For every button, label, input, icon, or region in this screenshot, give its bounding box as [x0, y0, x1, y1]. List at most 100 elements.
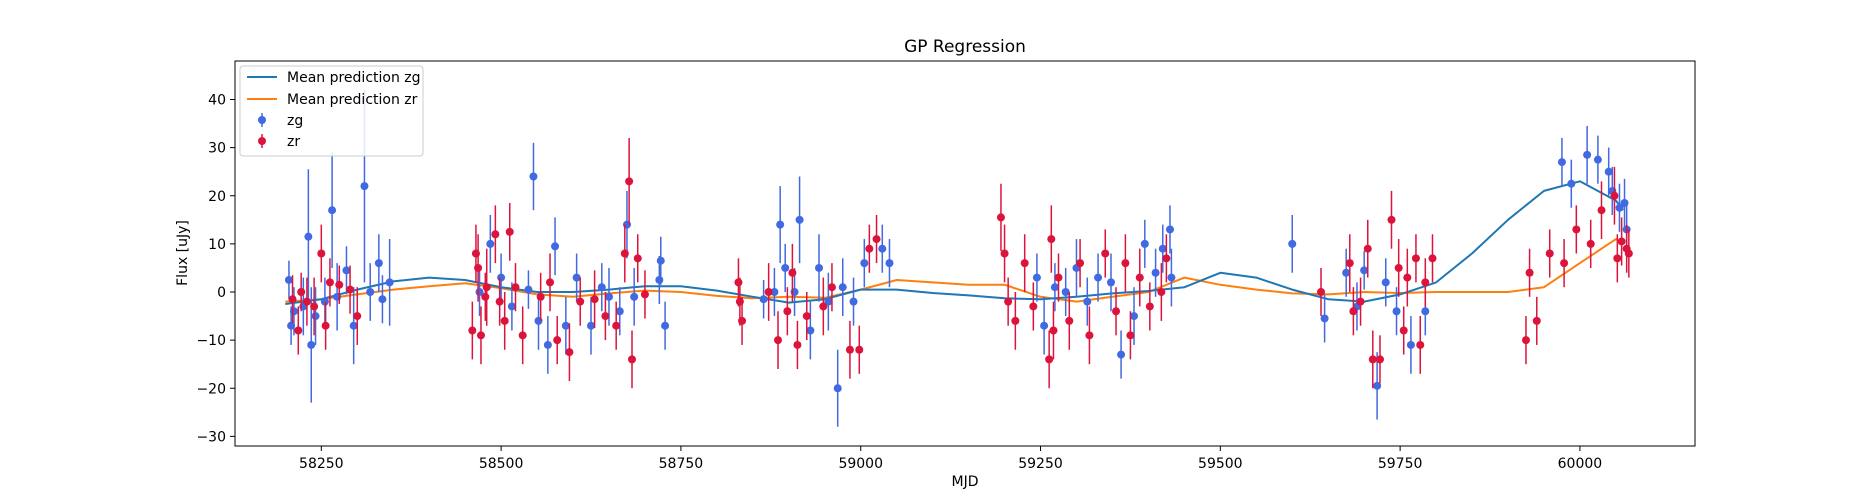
data-point-zr	[1394, 263, 1403, 272]
data-point-zr	[1011, 316, 1020, 325]
legend-zg-label: zg	[287, 113, 303, 129]
data-point-zg	[860, 259, 869, 268]
data-point-zr	[625, 177, 634, 186]
data-point-zg	[1032, 273, 1041, 282]
data-point-zr	[788, 268, 797, 277]
chart-title: GP Regression	[904, 37, 1026, 57]
data-point-zg	[289, 307, 298, 316]
data-point-zr	[1045, 355, 1054, 364]
data-point-zg	[1094, 273, 1103, 282]
y-tick-label: 20	[208, 189, 226, 205]
data-point-zr	[734, 278, 743, 287]
data-point-zr	[1416, 340, 1425, 349]
data-point-zg	[759, 295, 768, 304]
data-point-zg	[1593, 155, 1602, 164]
data-point-zr	[288, 295, 297, 304]
data-point-zr	[576, 297, 585, 306]
data-point-zr	[1029, 302, 1038, 311]
data-point-zg	[374, 259, 383, 268]
data-point-zg	[1165, 225, 1174, 234]
data-point-zr	[481, 292, 490, 301]
y-tick-label: −20	[196, 381, 226, 397]
data-point-zg	[497, 273, 506, 282]
data-point-zr	[774, 336, 783, 345]
data-point-zr	[1403, 273, 1412, 282]
data-point-zg	[1151, 268, 1160, 277]
zr-points-group	[288, 138, 1633, 389]
data-point-zr	[764, 288, 773, 296]
data-point-zr	[294, 326, 303, 335]
y-axis: −30 −20 −10 0 10 20 30 40	[196, 93, 235, 445]
data-point-zr	[1317, 288, 1326, 296]
data-point-zr	[1157, 288, 1166, 296]
data-point-zr	[865, 244, 874, 253]
data-point-zg	[1381, 278, 1390, 287]
data-point-zr	[565, 348, 574, 357]
legend-zg-line-label: Mean prediction zg	[287, 70, 421, 86]
data-point-zg	[597, 283, 606, 292]
data-point-zr	[317, 249, 326, 258]
data-point-zg	[486, 239, 495, 248]
data-point-zg	[833, 384, 842, 393]
data-point-zr	[601, 312, 610, 321]
data-point-zr	[335, 280, 344, 289]
data-point-zr	[1085, 331, 1094, 340]
data-point-zr	[518, 331, 527, 340]
data-point-zg	[328, 206, 337, 215]
data-point-zg	[1342, 268, 1351, 277]
data-point-zg	[1050, 283, 1059, 292]
data-point-zg	[1604, 167, 1613, 176]
data-point-zg	[1373, 381, 1382, 390]
data-point-zr	[353, 312, 362, 321]
data-point-zr	[1112, 307, 1121, 316]
data-point-zr	[346, 285, 355, 294]
data-point-zg	[849, 297, 858, 306]
data-point-zr	[633, 254, 642, 263]
data-point-zg	[304, 232, 313, 241]
x-axis: 58250 58500 58750 59000 59250 59500 59750 60000	[299, 446, 1602, 472]
data-point-zr	[1356, 297, 1365, 306]
data-point-zr	[1020, 259, 1029, 268]
data-point-zg	[1167, 273, 1176, 282]
data-point-zr	[819, 302, 828, 311]
data-point-zr	[310, 302, 319, 311]
legend-marker-dot	[258, 116, 266, 124]
legend-marker-dot	[258, 137, 266, 145]
data-point-zg	[776, 220, 785, 229]
data-point-zr	[1368, 355, 1377, 364]
data-point-zg	[1107, 278, 1115, 287]
data-point-zr	[827, 283, 836, 292]
data-point-zg	[572, 273, 581, 282]
data-point-zg	[1615, 203, 1624, 212]
data-point-zg	[507, 302, 516, 311]
data-point-zr	[1047, 235, 1056, 244]
data-point-zg	[1158, 244, 1167, 253]
data-point-zr	[802, 312, 811, 321]
data-point-zr	[1572, 225, 1581, 234]
data-point-zg	[342, 266, 351, 275]
data-point-zg	[311, 312, 320, 321]
data-point-zr	[546, 278, 555, 287]
data-point-zg	[604, 292, 613, 301]
data-point-zr	[1101, 249, 1110, 258]
data-point-zg	[878, 244, 887, 253]
data-point-zr	[1121, 259, 1130, 268]
data-point-zr	[1624, 249, 1633, 258]
zg-points-group	[284, 89, 1631, 427]
y-tick-label: 40	[208, 93, 226, 109]
data-point-zg	[307, 340, 316, 349]
data-point-zg	[1620, 198, 1629, 207]
y-tick-label: 10	[208, 237, 226, 253]
x-tick-label: 60000	[1558, 456, 1603, 472]
data-point-zr	[325, 278, 334, 287]
data-point-zr	[793, 340, 802, 349]
data-point-zg	[1583, 150, 1592, 159]
y-tick-label: 0	[217, 285, 226, 301]
data-point-zr	[1387, 215, 1396, 224]
data-point-zg	[1421, 307, 1430, 316]
y-tick-label: −30	[196, 429, 226, 445]
data-point-zg	[781, 263, 790, 272]
data-point-zr	[590, 295, 599, 304]
data-point-zr	[1617, 237, 1626, 246]
